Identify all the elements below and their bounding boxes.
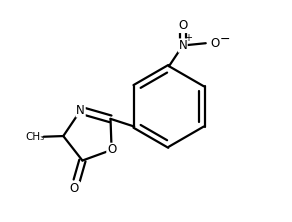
Text: N: N <box>76 104 85 117</box>
Text: O: O <box>178 20 187 32</box>
Text: O: O <box>70 182 79 195</box>
Text: −: − <box>219 33 230 46</box>
Text: +: + <box>185 33 192 43</box>
Text: O: O <box>107 143 116 157</box>
Text: N: N <box>178 39 187 52</box>
Text: CH₃: CH₃ <box>25 132 45 142</box>
Text: O: O <box>210 37 220 50</box>
